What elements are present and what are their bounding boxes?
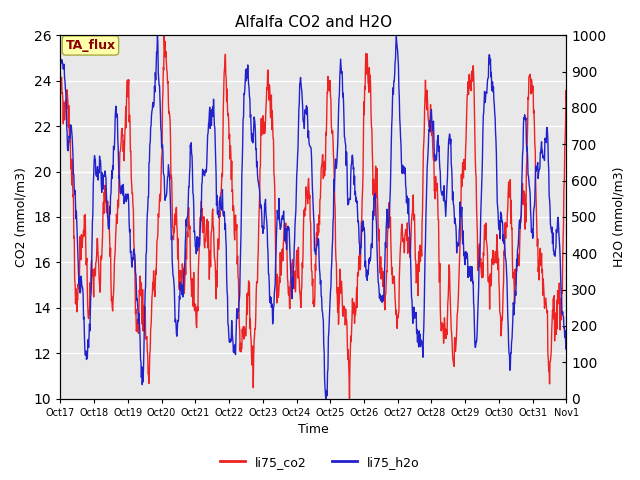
Title: Alfalfa CO2 and H2O: Alfalfa CO2 and H2O bbox=[235, 15, 392, 30]
li75_h2o bbox=[563, 343, 570, 348]
li75_co2 bbox=[142, 331, 150, 337]
X-axis label: Time: Time bbox=[298, 423, 329, 436]
li75_h2o bbox=[56, 66, 64, 72]
li75_h2o bbox=[227, 335, 235, 340]
li75_co2 bbox=[346, 396, 353, 401]
li75_h2o bbox=[124, 196, 131, 202]
Legend: li75_co2, li75_h2o: li75_co2, li75_h2o bbox=[215, 451, 425, 474]
Y-axis label: CO2 (mmol/m3): CO2 (mmol/m3) bbox=[15, 167, 28, 267]
li75_co2 bbox=[56, 73, 64, 79]
li75_h2o bbox=[154, 33, 161, 38]
li75_co2 bbox=[323, 116, 330, 122]
Line: li75_co2: li75_co2 bbox=[60, 36, 566, 398]
li75_co2 bbox=[563, 98, 570, 104]
li75_co2 bbox=[124, 77, 131, 83]
li75_co2 bbox=[227, 177, 235, 182]
Y-axis label: H2O (mmol/m3): H2O (mmol/m3) bbox=[612, 167, 625, 267]
li75_h2o bbox=[323, 393, 331, 398]
li75_h2o bbox=[142, 283, 150, 289]
li75_co2 bbox=[276, 250, 284, 255]
li75_co2 bbox=[333, 292, 341, 298]
li75_h2o bbox=[322, 396, 330, 401]
li75_h2o bbox=[334, 143, 342, 148]
li75_co2 bbox=[161, 33, 168, 38]
Line: li75_h2o: li75_h2o bbox=[60, 36, 566, 398]
Text: TA_flux: TA_flux bbox=[65, 39, 115, 52]
li75_h2o bbox=[276, 227, 284, 232]
